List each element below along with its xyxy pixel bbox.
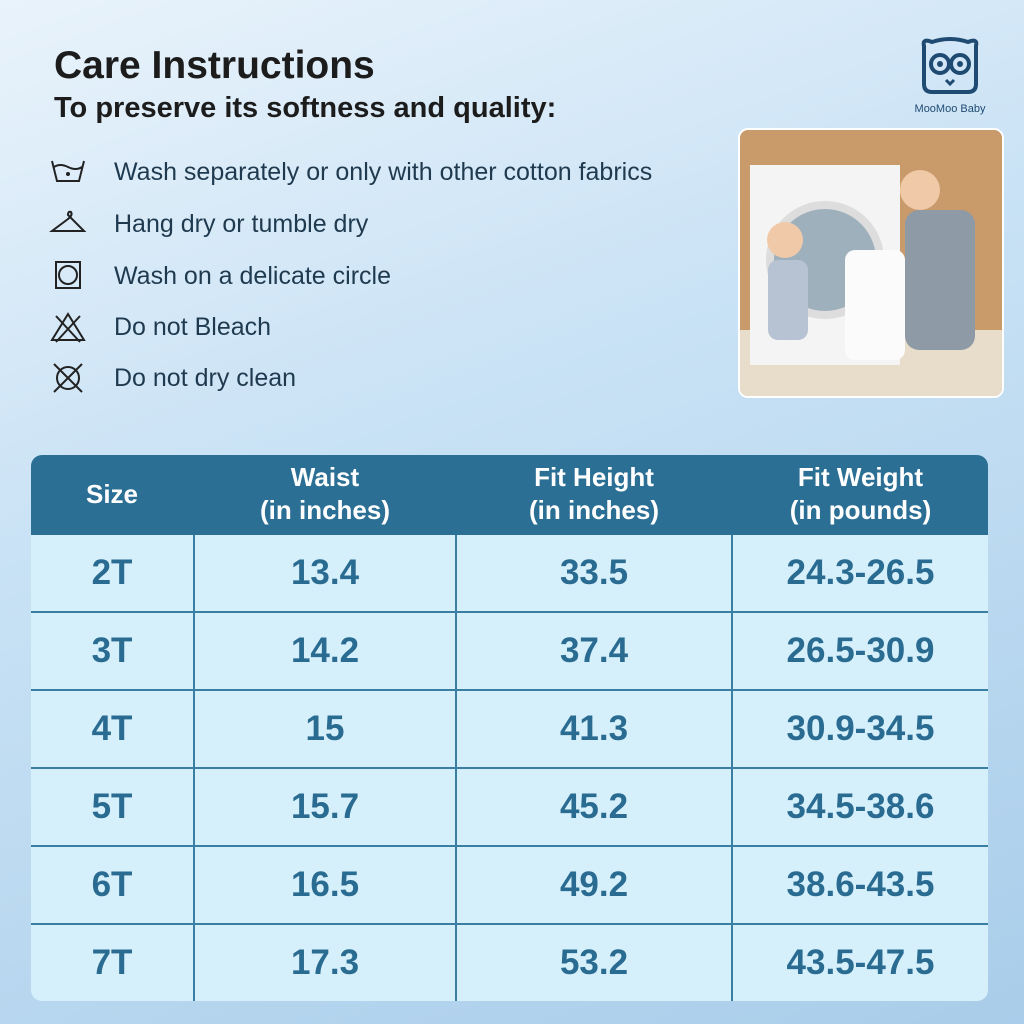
- table-cell: 49.2: [455, 844, 733, 925]
- header-row: Size Waist (in inches) Fit Height (in inches…: [31, 455, 988, 535]
- care-item: Do not Bleach: [48, 307, 271, 347]
- table-cell: 26.5-30.9: [731, 610, 988, 691]
- table-cell: 3T: [31, 610, 195, 691]
- table-row: 3T 14.2 37.4 26.5-30.9: [31, 610, 988, 691]
- care-item: Wash separately or only with other cotto…: [48, 152, 652, 192]
- table-cell: 13.4: [193, 533, 457, 613]
- care-text: Do not Bleach: [114, 312, 272, 341]
- care-item: Do not dry clean: [48, 358, 296, 398]
- table-cell: 14.2: [193, 610, 457, 691]
- header-text: (in pounds): [789, 495, 932, 525]
- header-cell: Waist (in inches): [193, 455, 457, 535]
- care-text: Hang dry or tumble dry: [114, 209, 369, 238]
- table-cell: 4T: [31, 688, 195, 769]
- care-icon: [53, 363, 83, 393]
- table-cell: 5T: [31, 766, 195, 847]
- table-cell: 37.4: [455, 610, 733, 691]
- care-icon: [51, 160, 85, 182]
- size-table: Size Waist (in inches) Fit Height (in inches…: [28, 452, 991, 1004]
- header-cell: Size: [31, 455, 195, 535]
- care-text: Wash separately or only with other cotto…: [114, 157, 653, 186]
- table-cell: 38.6-43.5: [731, 844, 988, 925]
- table-cell: 41.3: [455, 688, 733, 769]
- table-cell: 15.7: [193, 766, 457, 847]
- subtitle: To preserve its softness and quality:: [54, 92, 557, 124]
- care-icon: [49, 210, 87, 232]
- table-cell: 24.3-26.5: [731, 533, 988, 613]
- header-text: Waist: [290, 462, 360, 492]
- photo: [738, 128, 1004, 398]
- care-text: Wash on a delicate circle: [114, 261, 391, 290]
- header-text: Size: [85, 478, 139, 509]
- table-cell: 6T: [31, 844, 195, 925]
- header-text: Fit Height: [534, 462, 654, 492]
- table-cell: 16.5: [193, 844, 457, 925]
- table-row: 7T 17.3 53.2 43.5-47.5: [31, 922, 988, 1001]
- table-cell: 45.2: [455, 766, 733, 847]
- table-cell: 30.9-34.5: [731, 688, 988, 769]
- header-text: (in inches): [259, 495, 390, 525]
- brand: MooMoo Baby: [900, 36, 1000, 115]
- table-row: 5T 15.7 45.2 34.5-38.6: [31, 766, 988, 847]
- table-cell: 17.3: [193, 922, 457, 1001]
- care-icon: [50, 312, 86, 343]
- table-row: 4T 15 41.3 30.9-34.5: [31, 688, 988, 769]
- table-cell: 33.5: [455, 533, 733, 613]
- title: Care Instructions: [54, 44, 375, 87]
- header-cell: Fit Weight (in pounds): [731, 455, 988, 535]
- table-cell: 53.2: [455, 922, 733, 1001]
- table-cell: 2T: [31, 533, 195, 613]
- table-row: 2T 13.4 33.5 24.3-26.5: [31, 533, 988, 613]
- table-cell: 15: [193, 688, 457, 769]
- brand-name: MooMoo Baby: [914, 103, 986, 115]
- header-cell: Fit Height (in inches): [455, 455, 733, 535]
- table-cell: 43.5-47.5: [731, 922, 988, 1001]
- brand-logo: [921, 37, 979, 94]
- care-icon: [55, 261, 81, 289]
- table-cell: 7T: [31, 922, 195, 1001]
- care-text: Do not dry clean: [114, 363, 297, 392]
- header-text: Fit Weight: [797, 462, 924, 492]
- header-text: (in inches): [528, 495, 659, 525]
- table-cell: 34.5-38.6: [731, 766, 988, 847]
- care-item: Hang dry or tumble dry: [48, 204, 368, 244]
- care-item: Wash on a delicate circle: [48, 256, 391, 296]
- table-row: 6T 16.5 49.2 38.6-43.5: [31, 844, 988, 925]
